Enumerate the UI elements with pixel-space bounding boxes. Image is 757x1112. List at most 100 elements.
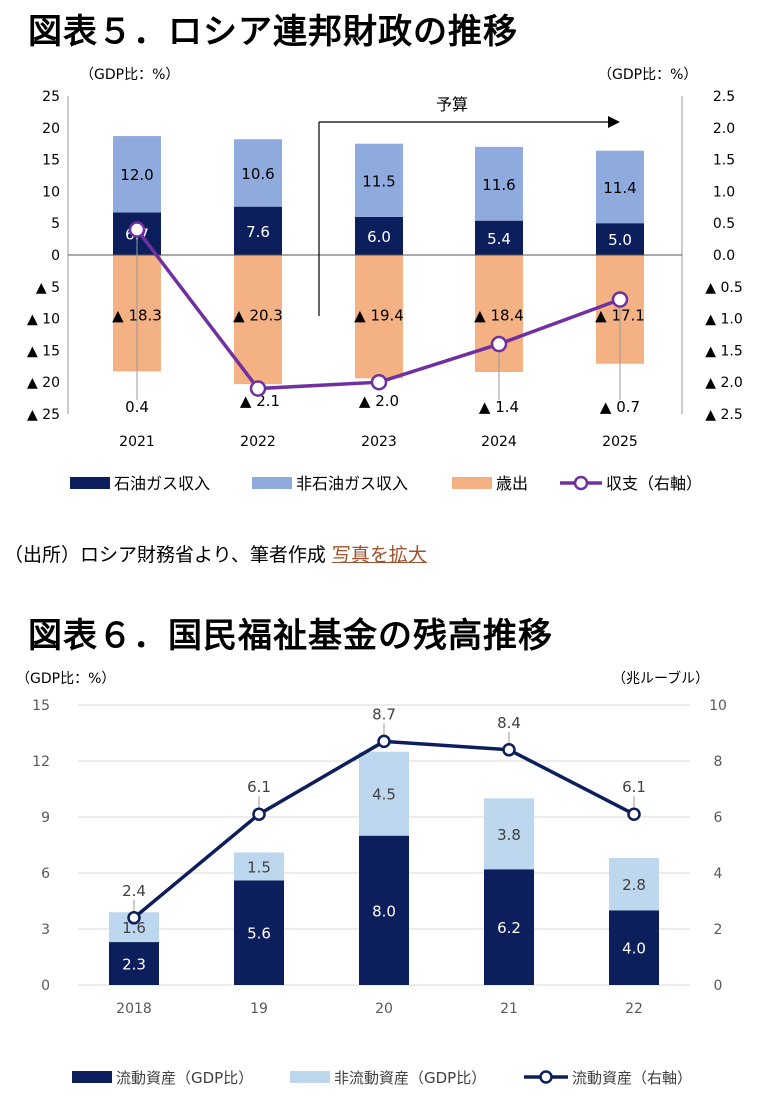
expenditure-label: ▲ 20.3 — [233, 306, 283, 324]
non-current-assets-label: 2.8 — [622, 876, 646, 894]
current-assets-label: 4.0 — [622, 940, 646, 958]
legend-oil-gas-label: 石油ガス収入 — [114, 474, 210, 493]
current-assets-label: 8.0 — [372, 902, 396, 920]
balance-point — [128, 221, 146, 238]
left-tick-label: 25 — [42, 89, 60, 105]
non-current-assets-bar — [609, 858, 659, 911]
x-tick-label: 2022 — [240, 434, 276, 450]
right-tick-label: 10 — [709, 698, 727, 714]
fiscal-chart: （GDP比：%） （GDP比：%） 25 20 15 10 5 0 ▲ 5 ▲ 10 ▲ 15 ▲ 2… — [27, 67, 743, 493]
balance-point — [611, 291, 629, 308]
non-oil-gas-revenue-bar — [113, 136, 161, 213]
oil-gas-revenue-bar — [355, 216, 403, 255]
x-tick-label: 21 — [500, 1001, 518, 1017]
oil-gas-revenue-bar — [234, 206, 282, 255]
left-tick-label: 6 — [41, 866, 50, 882]
non-oil-gas-revenue-label: 11.4 — [603, 179, 636, 197]
right-axis-unit: （兆ルーブル） — [612, 670, 709, 687]
right-tick-label: 1.0 — [713, 184, 735, 200]
expenditure-bar — [234, 255, 282, 385]
current-assets-rub-label: 8.7 — [372, 705, 396, 723]
oil-gas-revenue-label: 6.0 — [367, 228, 391, 246]
right-tick-label: 0 — [714, 978, 723, 994]
x-tick-label: 2024 — [481, 434, 517, 450]
non-oil-gas-revenue-bar — [234, 139, 282, 207]
right-tick-label: 8 — [714, 754, 723, 770]
right-tick-label: 2.5 — [713, 89, 735, 105]
x-tick-label: 2025 — [602, 434, 638, 450]
welfare-fund-chart: （GDP比：%） （兆ルーブル）1512963010864202.31.62018… — [16, 670, 727, 1087]
current-assets-rub-label: 8.4 — [497, 714, 521, 732]
current-assets-label: 2.3 — [122, 956, 146, 974]
current-assets-label: 6.2 — [497, 919, 521, 937]
legend-oil-gas-swatch — [70, 477, 110, 489]
expenditure-label: ▲ 18.4 — [474, 306, 524, 324]
left-tick-label: ▲ 15 — [27, 343, 60, 359]
left-tick-label: ▲ 25 — [27, 407, 60, 423]
balance-label: ▲ 1.4 — [479, 398, 519, 416]
budget-arrow-head — [608, 116, 620, 128]
left-tick-label: ▲ 20 — [27, 375, 60, 391]
oil-gas-revenue-label: 7.6 — [246, 223, 270, 241]
x-tick-label: 2018 — [116, 1001, 152, 1017]
right-tick-label: 1.5 — [713, 153, 735, 169]
balance-label: ▲ 2.1 — [240, 392, 280, 410]
non-oil-gas-revenue-label: 11.6 — [482, 176, 515, 194]
left-tick-label: 5 — [51, 216, 60, 232]
balance-point — [249, 380, 267, 397]
left-tick-label: 10 — [42, 184, 60, 200]
balance-label: 0.4 — [125, 398, 149, 416]
right-tick-label: ▲ 1.5 — [705, 343, 742, 359]
non-oil-gas-revenue-bar — [355, 143, 403, 217]
right-tick-label: ▲ 1.0 — [705, 312, 742, 328]
right-tick-label: 4 — [714, 866, 723, 882]
expenditure-label: ▲ 19.4 — [354, 306, 404, 324]
oil-gas-revenue-bar — [596, 223, 644, 255]
legend-non-oil-gas-swatch — [252, 477, 292, 489]
right-tick-label: 0.0 — [713, 248, 735, 264]
current-assets-rub-point — [252, 807, 266, 821]
current-assets-bar — [234, 880, 284, 985]
non-current-assets-label: 3.8 — [497, 826, 521, 844]
x-tick-label: 22 — [625, 1001, 643, 1017]
left-axis-unit: （GDP比：%） — [16, 671, 115, 687]
non-current-assets-label: 1.5 — [247, 858, 271, 876]
left-tick-label: 15 — [42, 153, 60, 169]
x-tick-label: 19 — [250, 1001, 268, 1017]
legend-line-marker — [539, 1070, 553, 1084]
x-tick-label: 20 — [375, 1001, 393, 1017]
non-current-assets-bar — [359, 751, 409, 836]
left-tick-label: 9 — [41, 810, 50, 826]
right-axis-unit: （GDP比：%） — [598, 67, 697, 83]
oil-gas-revenue-bar — [475, 220, 523, 255]
legend-expenditure-label: 歳出 — [496, 474, 528, 493]
legend-line-label: 流動資産（右軸） — [572, 1069, 692, 1087]
non-oil-gas-revenue-label: 10.6 — [241, 165, 274, 183]
chart6-title: 図表６．国民福祉基金の残高推移 — [28, 616, 553, 656]
legend-non-oil-gas-label: 非石油ガス収入 — [296, 474, 408, 493]
non-current-assets-bar — [484, 798, 534, 870]
x-tick-label: 2023 — [361, 434, 397, 450]
left-tick-label: 0 — [51, 248, 60, 264]
left-tick-label: 12 — [32, 754, 50, 770]
current-assets-rub-point — [377, 734, 391, 749]
current-assets-rub-label: 6.1 — [247, 778, 271, 796]
legend-balance-marker — [573, 475, 589, 491]
current-assets-bar — [609, 910, 659, 985]
non-oil-gas-revenue-bar — [475, 146, 523, 221]
budget-label: 予算 — [436, 95, 468, 114]
current-assets-rub-point — [627, 807, 641, 821]
right-tick-label: 6 — [714, 810, 723, 826]
enlarge-photo-link[interactable]: 写真を拡大 — [331, 544, 427, 566]
left-tick-label: 20 — [42, 121, 60, 137]
legend-balance-label: 収支（右軸） — [606, 474, 702, 493]
current-assets-bar — [359, 835, 409, 985]
left-tick-label: 3 — [41, 922, 50, 938]
oil-gas-revenue-label: 5.0 — [608, 231, 632, 249]
non-current-assets-label: 4.5 — [372, 786, 396, 804]
non-current-assets-bar — [234, 852, 284, 881]
current-assets-bar — [484, 869, 534, 985]
expenditure-bar — [355, 255, 403, 379]
oil-gas-revenue-label: 5.4 — [487, 230, 511, 248]
source-note: （出所）ロシア財務省より、筆者作成 写真を拡大 — [4, 540, 427, 567]
